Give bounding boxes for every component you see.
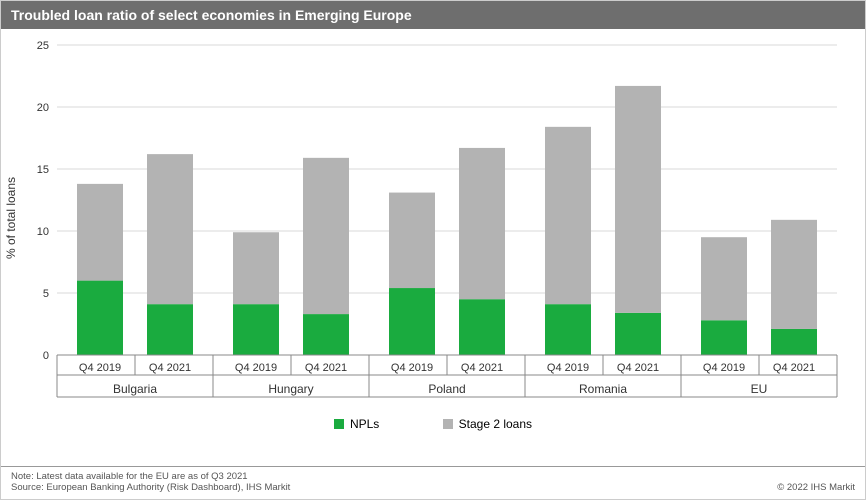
x-tick-label: Q4 2019 bbox=[703, 362, 745, 374]
footer-source: Source: European Banking Authority (Risk… bbox=[11, 482, 290, 493]
y-axis-label: % of total loans bbox=[4, 177, 18, 259]
bar-stage2 bbox=[389, 193, 435, 288]
group-label: Bulgaria bbox=[113, 382, 157, 396]
legend-item-stage2: Stage 2 loans bbox=[443, 417, 532, 431]
bar-npl bbox=[545, 304, 591, 355]
y-tick-label: 25 bbox=[37, 40, 49, 52]
footer-copyright: © 2022 IHS Markit bbox=[777, 482, 855, 493]
legend-item-npls: NPLs bbox=[334, 417, 379, 431]
bar-stage2 bbox=[545, 127, 591, 304]
bar-stage2 bbox=[77, 184, 123, 281]
plot-area-wrap: % of total loans 0 5 10 15 20 25 Q4 2019 Q4 202… bbox=[1, 29, 865, 407]
bar-stage2 bbox=[303, 158, 349, 314]
bar-stage2 bbox=[771, 220, 817, 329]
x-tick-label: Q4 2019 bbox=[79, 362, 121, 374]
bar-npl bbox=[389, 288, 435, 355]
legend-label-stage2: Stage 2 loans bbox=[459, 417, 532, 431]
bar-npl bbox=[77, 281, 123, 355]
bar-npl bbox=[615, 313, 661, 355]
group-label: EU bbox=[751, 382, 768, 396]
bar-npl bbox=[233, 304, 279, 355]
x-tick-label: Q4 2021 bbox=[461, 362, 503, 374]
chart-container: Troubled loan ratio of select economies … bbox=[0, 0, 866, 500]
y-tick-label: 10 bbox=[37, 226, 49, 238]
x-tick-label: Q4 2019 bbox=[547, 362, 589, 374]
bar-npl bbox=[459, 299, 505, 355]
x-tick-label: Q4 2021 bbox=[617, 362, 659, 374]
bar-npl bbox=[771, 329, 817, 355]
bar-npl bbox=[701, 320, 747, 355]
bar-chart-svg: 0510152025Q4 2019Q4 2021BulgariaQ4 2019Q… bbox=[57, 37, 837, 407]
group-label: Hungary bbox=[268, 382, 313, 396]
bar-stage2 bbox=[701, 237, 747, 320]
x-tick-label: Q4 2021 bbox=[305, 362, 347, 374]
x-tick-label: Q4 2019 bbox=[235, 362, 277, 374]
footer: Note: Latest data available for the EU a… bbox=[1, 466, 865, 499]
y-tick-label: 15 bbox=[37, 164, 49, 176]
x-tick-label: Q4 2021 bbox=[773, 362, 815, 374]
group-label: Romania bbox=[579, 382, 627, 396]
x-tick-label: Q4 2021 bbox=[149, 362, 191, 374]
y-tick-label: 0 bbox=[43, 350, 49, 362]
group-label: Poland bbox=[428, 382, 465, 396]
bar-stage2 bbox=[233, 232, 279, 304]
bar-npl bbox=[147, 304, 193, 355]
y-tick-label: 5 bbox=[43, 288, 49, 300]
bar-stage2 bbox=[615, 86, 661, 313]
x-tick-label: Q4 2019 bbox=[391, 362, 433, 374]
footer-note: Note: Latest data available for the EU a… bbox=[11, 471, 855, 482]
bar-stage2 bbox=[147, 154, 193, 304]
legend-swatch-npls bbox=[334, 419, 344, 429]
legend: NPLs Stage 2 loans bbox=[1, 407, 865, 438]
bar-stage2 bbox=[459, 148, 505, 299]
chart-title: Troubled loan ratio of select economies … bbox=[1, 1, 865, 29]
y-tick-label: 20 bbox=[37, 102, 49, 114]
bar-npl bbox=[303, 314, 349, 355]
legend-label-npls: NPLs bbox=[350, 417, 379, 431]
legend-swatch-stage2 bbox=[443, 419, 453, 429]
